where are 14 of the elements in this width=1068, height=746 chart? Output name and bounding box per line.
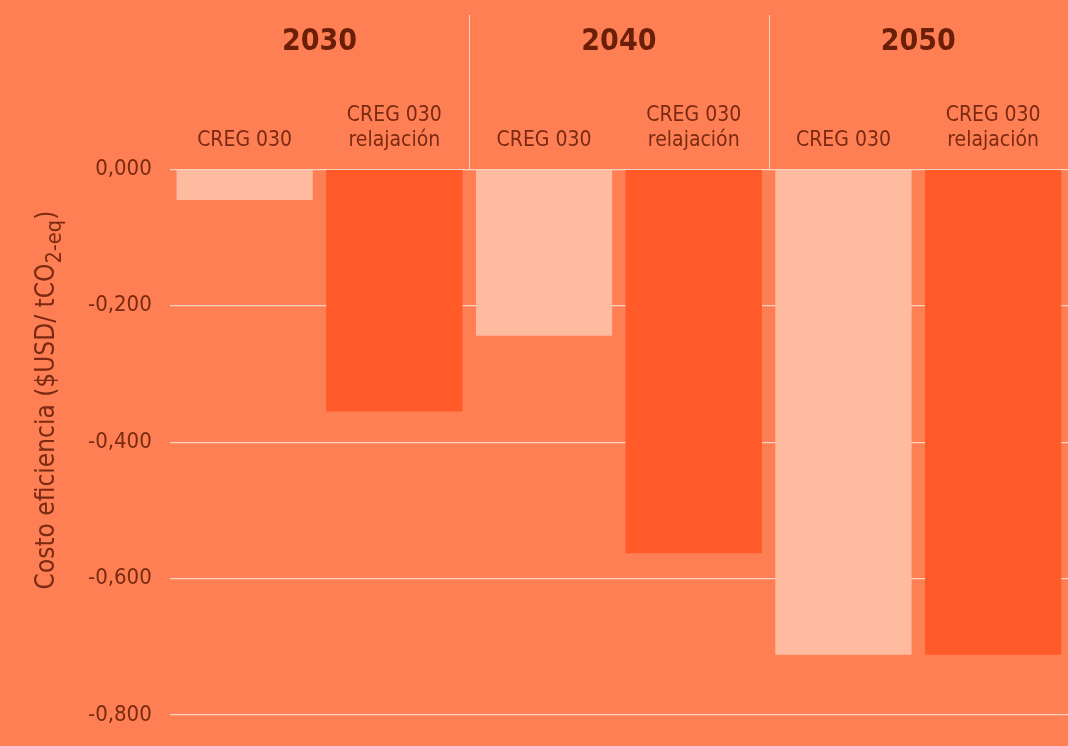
- text: 2050: [880, 21, 956, 57]
- x-tick-label: CREG 030: [496, 127, 592, 152]
- y-tick-label: -0,600: [87, 564, 152, 590]
- x-tick-label: CREG 030 relajación: [646, 102, 742, 152]
- x-tick-label: CREG 030 relajación: [346, 102, 442, 152]
- y-tick-label: -0,800: [87, 700, 152, 726]
- y-tick-label: -0,200: [87, 291, 152, 317]
- x-tick-label: CREG 030: [197, 127, 293, 152]
- text: 2030: [281, 21, 358, 57]
- x-tick-label: CREG 030: [795, 127, 891, 152]
- y-tick-label: -0,400: [87, 427, 152, 453]
- x-tick-label: CREG 030 relajación: [945, 102, 1041, 152]
- text: 2040: [581, 21, 657, 57]
- y-tick-label: 0,000: [95, 155, 152, 181]
